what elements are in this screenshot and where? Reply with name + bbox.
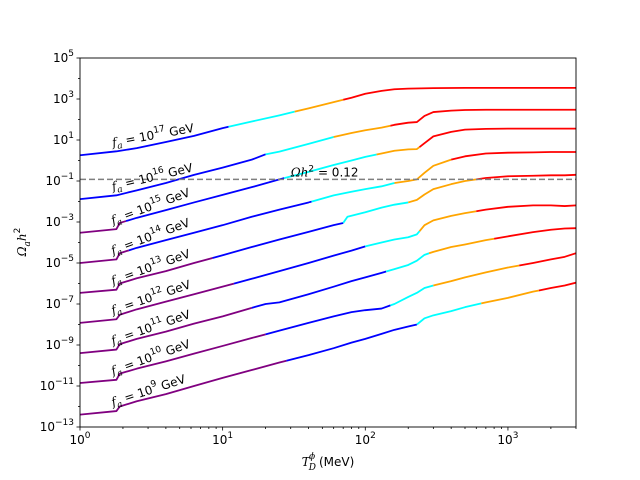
curve-segment-3-3 xyxy=(418,210,477,232)
curve-segment-1-2 xyxy=(390,284,434,307)
y-tick-label: 103 xyxy=(53,90,74,106)
curve-segment-3-1 xyxy=(233,245,366,285)
x-tick-label: 103 xyxy=(497,431,518,447)
curve-segment-5-3 xyxy=(394,158,452,184)
curve-segment-1-1 xyxy=(265,304,391,336)
curve-segment-2-4 xyxy=(493,227,576,240)
x-tick-label: 102 xyxy=(355,431,376,447)
curve-segment-1-3 xyxy=(433,264,520,287)
series-label-7: fa = 1016 GeV xyxy=(109,159,196,197)
curve-segment-2-3 xyxy=(428,237,495,255)
curve-segment-4-2 xyxy=(342,201,409,224)
y-tick-label: 10−7 xyxy=(45,295,74,311)
curve-segment-4-1 xyxy=(212,222,344,259)
y-tick-label: 10−3 xyxy=(45,213,74,229)
curve-segment-0-1 xyxy=(286,323,418,362)
curve-segment-7-1 xyxy=(265,136,334,156)
curve-segment-8-2 xyxy=(294,98,344,113)
series-label-8: fa = 1017 GeV xyxy=(110,119,197,153)
y-tick-label: 10−13 xyxy=(40,418,74,434)
curve-segment-6-3 xyxy=(376,146,421,156)
curve-segment-5-0 xyxy=(80,249,130,264)
curve-segment-0-3 xyxy=(481,289,540,305)
curve-segment-5-4 xyxy=(450,151,576,161)
series-layer xyxy=(80,86,576,416)
curve-segment-4-0 xyxy=(80,257,213,294)
x-axis-title: TDϕ (MeV) xyxy=(302,452,355,473)
curve-segment-0-2 xyxy=(416,302,482,326)
curve-segment-2-2 xyxy=(385,252,430,273)
curve-segment-5-1 xyxy=(128,200,312,252)
curve-segment-1-4 xyxy=(519,252,576,267)
curve-segment-6-2 xyxy=(283,153,377,180)
y-axis-title: Ωah2 xyxy=(13,228,33,258)
relic-density-label: Ωh2 = 0.12 xyxy=(290,164,359,179)
curve-segment-1-0 xyxy=(80,333,266,384)
y-tick-label: 10−5 xyxy=(45,254,74,270)
x-tick-label: 100 xyxy=(69,431,90,447)
y-tick-label: 10−11 xyxy=(40,377,74,393)
curve-segment-7-2 xyxy=(333,124,391,138)
x-tick-label: 101 xyxy=(212,431,233,447)
curve-segment-4-3 xyxy=(407,178,477,204)
curve-segment-2-0 xyxy=(80,306,253,355)
curve-segment-4-4 xyxy=(476,173,576,181)
curve-segment-3-2 xyxy=(365,230,421,248)
curve-segment-6-4 xyxy=(418,127,576,148)
curve-segment-5-2 xyxy=(311,182,395,203)
curve-segment-0-4 xyxy=(538,281,576,292)
curve-segment-6-1 xyxy=(125,177,285,222)
curve-segment-8-3 xyxy=(342,86,576,101)
curve-segment-3-0 xyxy=(80,282,235,324)
curve-segment-8-0 xyxy=(80,125,229,157)
curve-segment-8-1 xyxy=(228,110,295,128)
curve-segment-6-0 xyxy=(80,220,127,234)
curve-segment-3-4 xyxy=(476,204,576,213)
y-tick-label: 10−1 xyxy=(45,172,74,188)
y-tick-label: 105 xyxy=(53,49,74,65)
curve-segment-0-0 xyxy=(80,359,287,416)
curve-segment-7-3 xyxy=(390,108,576,127)
curve-segment-2-1 xyxy=(251,270,387,309)
y-tick-label: 101 xyxy=(53,131,74,147)
y-tick-label: 10−9 xyxy=(45,336,74,352)
axis-ticks: 100 101 102 103 10−13 10−11 10−9 10−7 10−5 10−3 10… xyxy=(40,49,577,447)
